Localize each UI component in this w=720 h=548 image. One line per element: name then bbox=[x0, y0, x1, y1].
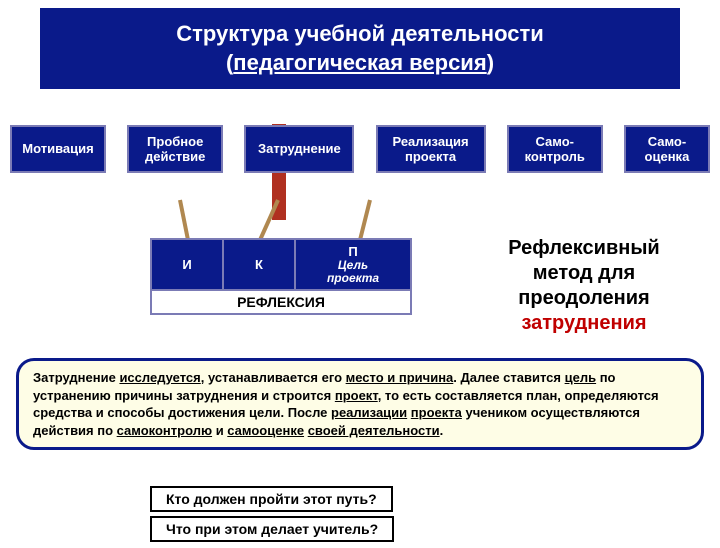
reflex-goal: Цель проекта bbox=[302, 259, 404, 285]
method-text: Рефлексивный метод для преодоления затру… bbox=[460, 236, 708, 336]
reflex-i-label: И bbox=[182, 257, 191, 272]
stage-label: Реализация проекта bbox=[382, 134, 480, 165]
method-line2: метод для bbox=[533, 262, 635, 284]
stages-row: Мотивация Пробное действие Затруднение Р… bbox=[10, 125, 710, 173]
method-line4: затруднения bbox=[521, 312, 646, 334]
title-line2-suffix: ) bbox=[487, 50, 494, 75]
stage-control: Само-контроль bbox=[507, 125, 603, 173]
question-2-text: Что при этом делает учитель? bbox=[166, 521, 378, 537]
stage-motivation: Мотивация bbox=[10, 125, 106, 173]
method-line3: преодоления bbox=[518, 287, 649, 309]
reflex-p-label: П bbox=[302, 244, 404, 259]
stage-difficulty: Затруднение bbox=[244, 125, 354, 173]
stage-label: Само-контроль bbox=[513, 134, 597, 165]
stage-label: Затруднение bbox=[258, 141, 341, 157]
reflex-footer-label: РЕФЛЕКСИЯ bbox=[237, 294, 325, 310]
stage-realization: Реализация проекта bbox=[376, 125, 486, 173]
stage-assessment: Само-оценка bbox=[624, 125, 710, 173]
description-box: Затруднение исследуется, устанавливается… bbox=[16, 358, 704, 450]
question-2: Что при этом делает учитель? bbox=[150, 516, 394, 542]
stage-label: Пробное действие bbox=[133, 134, 217, 165]
stage-label: Мотивация bbox=[22, 141, 93, 157]
reflex-goal-line1: Цель bbox=[338, 258, 368, 272]
reflex-cell-i: И bbox=[151, 239, 223, 290]
title-line1: Структура учебной деятельности bbox=[176, 21, 544, 46]
question-1-text: Кто должен пройти этот путь? bbox=[166, 491, 377, 507]
page-title: Структура учебной деятельности (педагоги… bbox=[40, 8, 680, 89]
title-line2-underlined: педагогическая версия bbox=[233, 50, 486, 75]
method-line1: Рефлексивный bbox=[508, 237, 659, 259]
reflex-cell-p: П Цель проекта bbox=[295, 239, 411, 290]
stage-label: Само-оценка bbox=[630, 134, 704, 165]
stage-trial: Пробное действие bbox=[127, 125, 223, 173]
reflex-table: И К П Цель проекта РЕФЛЕКСИЯ bbox=[150, 238, 412, 315]
reflex-block: И К П Цель проекта РЕФЛЕКСИЯ bbox=[150, 238, 412, 315]
reflex-k-label: К bbox=[255, 257, 263, 272]
reflex-cell-k: К bbox=[223, 239, 295, 290]
question-1: Кто должен пройти этот путь? bbox=[150, 486, 393, 512]
reflex-footer: РЕФЛЕКСИЯ bbox=[151, 290, 411, 314]
reflex-goal-line2: проекта bbox=[327, 271, 379, 285]
